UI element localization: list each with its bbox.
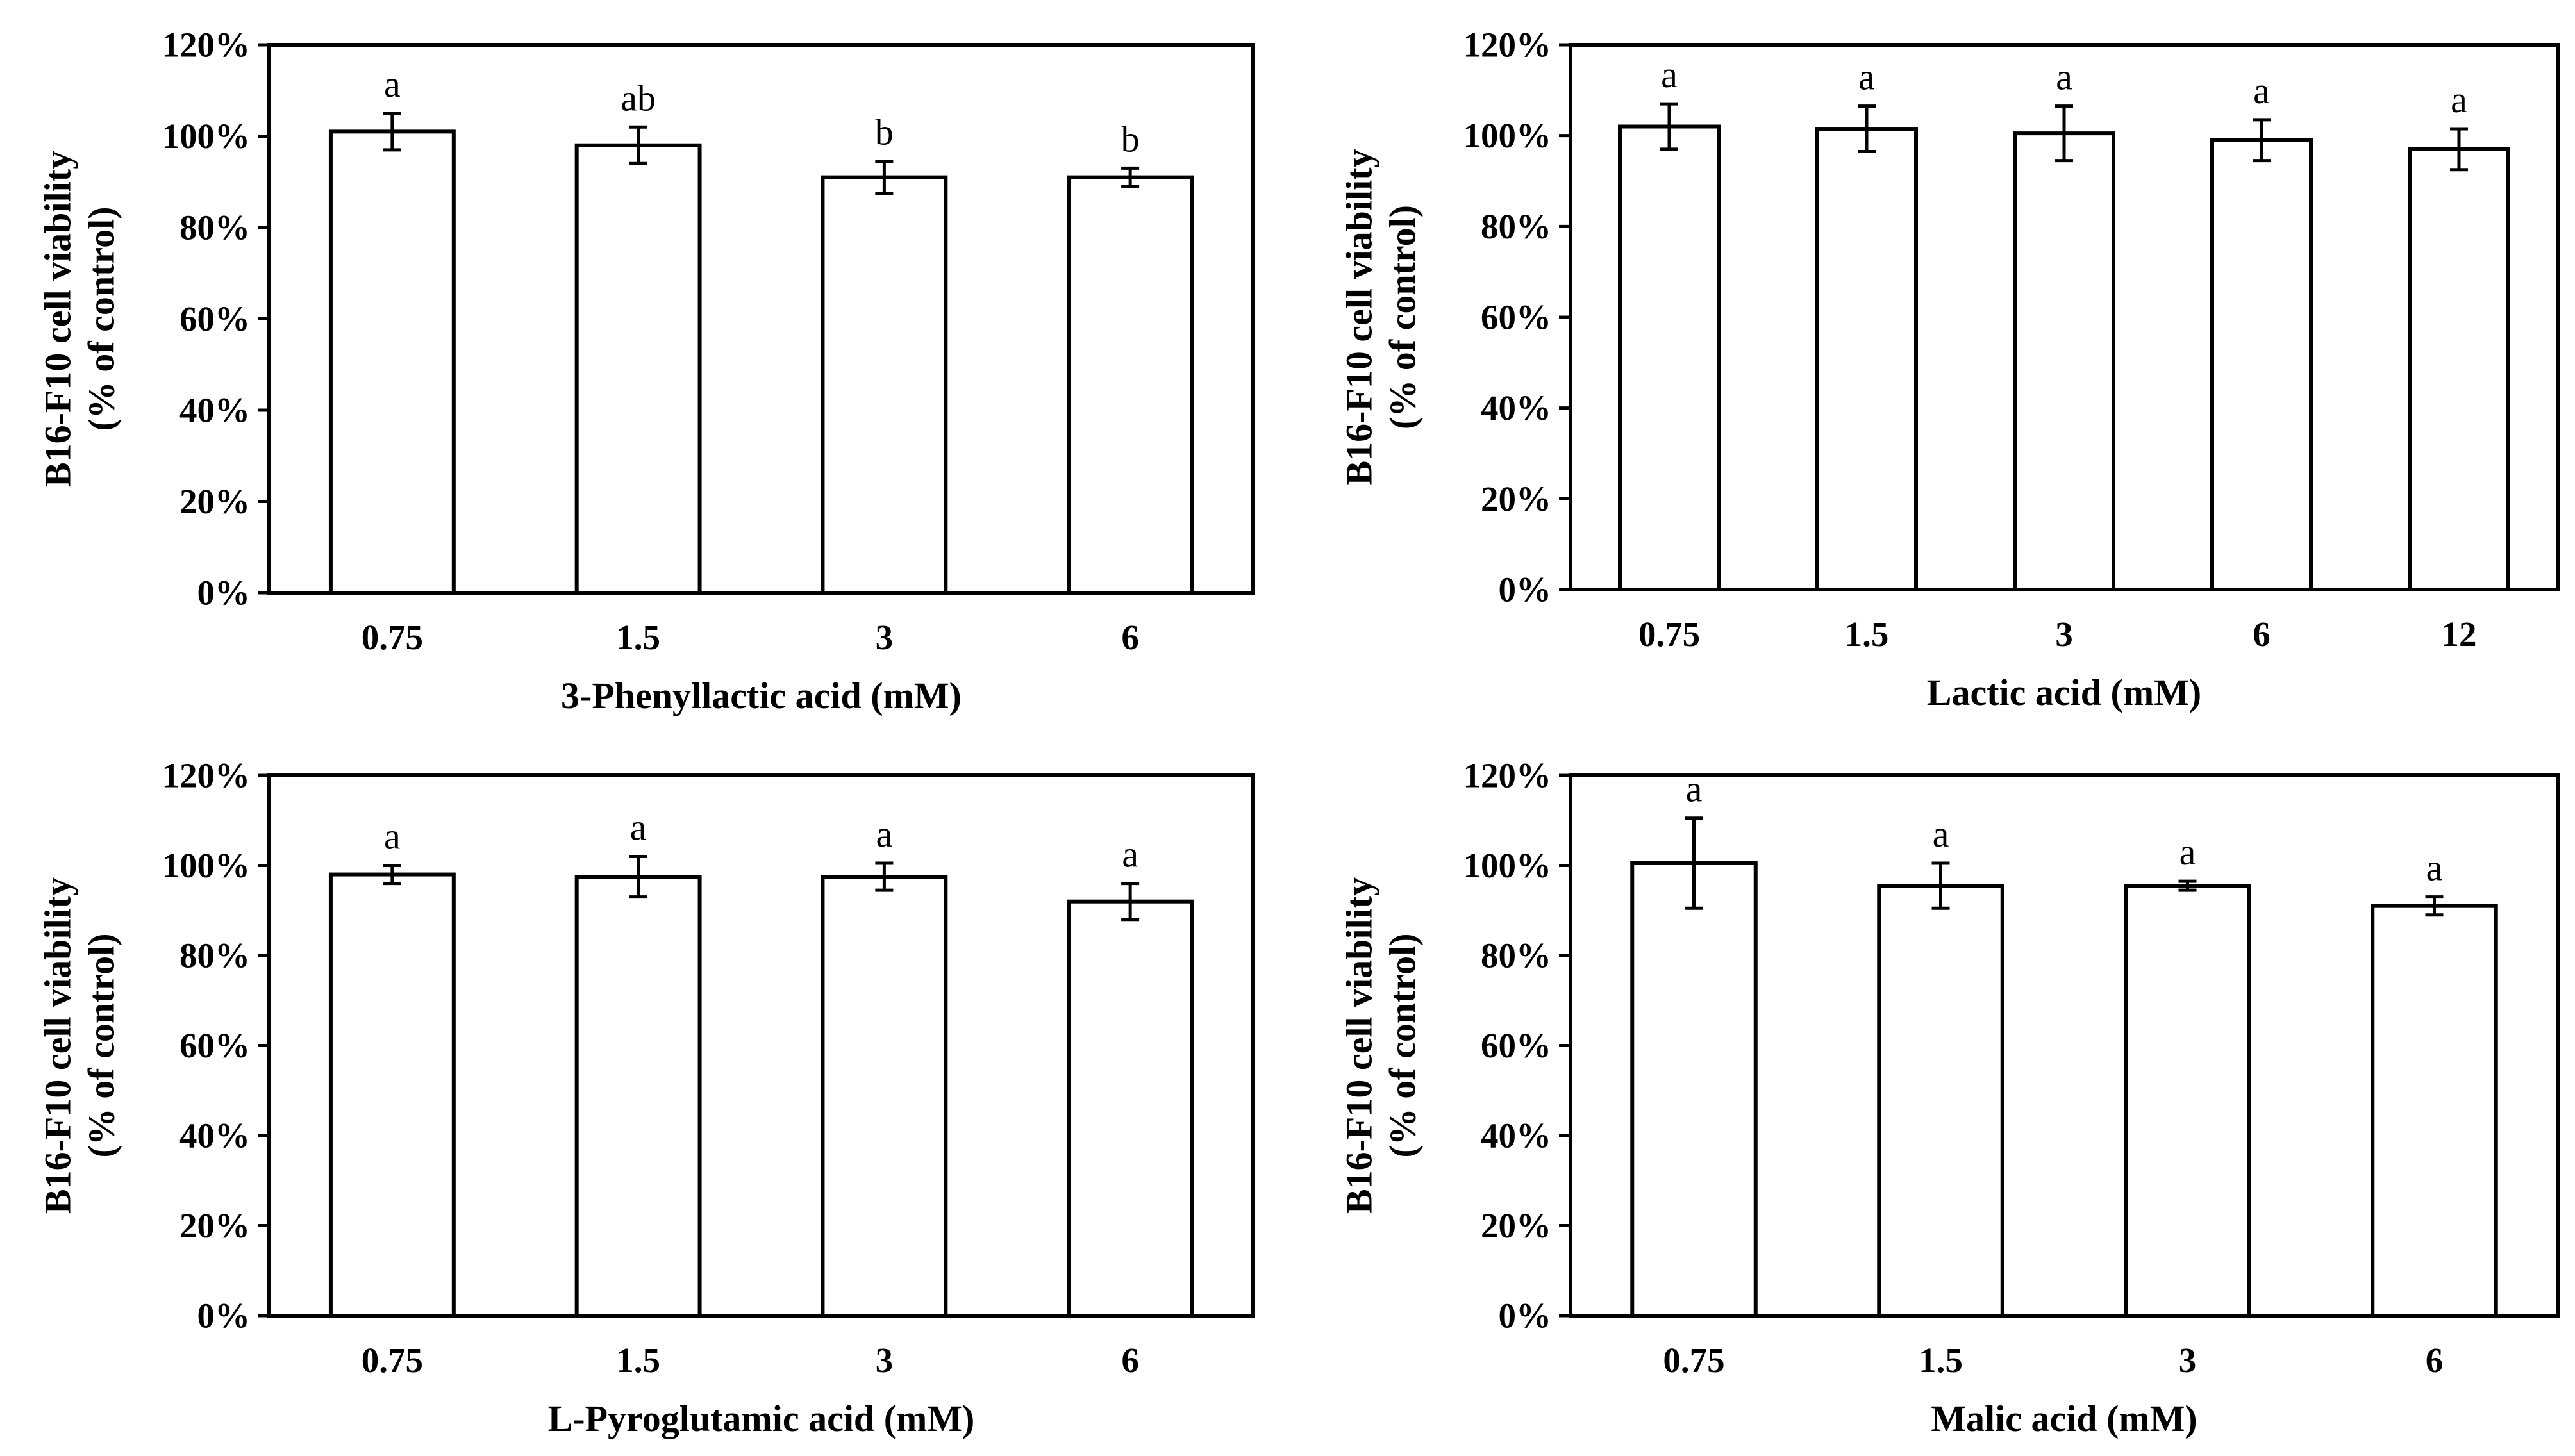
x-axis-title: L-Pyroglutamic acid (mM) <box>548 1398 975 1439</box>
x-tick-label: 3 <box>2055 615 2073 654</box>
significance-label: a <box>2056 56 2072 98</box>
y-axis-title: (% of control) <box>1382 205 1424 429</box>
significance-label: b <box>875 112 894 153</box>
y-tick-label: 80% <box>1481 936 1551 975</box>
x-axis-title: Lactic acid (mM) <box>1927 672 2201 713</box>
x-tick-label: 1.5 <box>1919 1341 1963 1380</box>
chart-panel-4: 0% 20% 40% 60% 80% 100% 120% a 0.75 a 1.5 a 3 a 6 Malic… <box>1338 756 2560 1439</box>
x-tick-label: 1.5 <box>616 1341 660 1380</box>
y-tick-label: 40% <box>1481 1116 1551 1155</box>
y-tick-label: 100% <box>162 846 251 885</box>
x-tick-label: 1.5 <box>1845 615 1889 654</box>
bar <box>2013 131 2115 592</box>
y-tick-label: 0% <box>197 574 251 613</box>
y-tick-label: 0% <box>197 1296 251 1336</box>
bar <box>1067 175 1194 595</box>
significance-label: a <box>1686 768 1703 810</box>
x-tick-label: 3 <box>876 1341 894 1380</box>
significance-label: a <box>2426 847 2443 889</box>
significance-label: a <box>2179 831 2196 873</box>
bar <box>2408 147 2510 592</box>
bar <box>2210 138 2313 592</box>
y-tick-label: 60% <box>179 1026 250 1065</box>
x-tick-label: 0.75 <box>1638 615 1700 654</box>
bar <box>2124 884 2251 1318</box>
significance-label: a <box>1858 56 1875 98</box>
y-tick-label: 80% <box>1481 207 1551 246</box>
y-tick-label: 80% <box>179 936 250 975</box>
bar <box>821 875 948 1318</box>
significance-label: a <box>2253 70 2270 112</box>
x-tick-label: 3 <box>2179 1341 2197 1380</box>
x-tick-label: 0.75 <box>362 618 423 657</box>
y-tick-label: 120% <box>162 26 251 65</box>
significance-label: a <box>876 813 893 855</box>
y-tick-label: 60% <box>1481 1026 1551 1065</box>
y-axis-title: B16-F10 cell viability <box>1338 877 1380 1214</box>
bar <box>1815 127 1918 592</box>
significance-label: a <box>1122 834 1138 875</box>
bar <box>1630 861 1758 1318</box>
bar <box>1067 899 1194 1318</box>
y-axis-title: B16-F10 cell viability <box>37 151 79 487</box>
y-tick-label: 0% <box>1499 570 1552 609</box>
y-tick-label: 40% <box>1481 388 1551 427</box>
x-tick-label: 1.5 <box>616 618 660 657</box>
bar <box>328 129 456 595</box>
significance-label: a <box>630 806 647 848</box>
x-axis-title: 3-Phenyllactic acid (mM) <box>561 675 962 716</box>
significance-label: a <box>1661 54 1678 95</box>
x-tick-label: 6 <box>1121 618 1139 657</box>
y-axis-title: B16-F10 cell viability <box>37 877 79 1214</box>
y-axis-title: (% of control) <box>81 933 122 1157</box>
y-tick-label: 120% <box>162 756 251 795</box>
significance-label: a <box>2451 79 2467 120</box>
y-tick-label: 100% <box>162 117 251 156</box>
y-tick-label: 20% <box>179 482 250 521</box>
x-tick-label: 6 <box>2253 615 2271 654</box>
significance-label: b <box>1121 118 1140 160</box>
bar <box>821 175 948 595</box>
y-tick-label: 100% <box>1463 116 1552 155</box>
y-tick-label: 40% <box>179 391 250 430</box>
chart-panel-1: 0% 20% 40% 60% 80% 100% 120% a 0.75 ab 1.5 b 3 b 6 3-Ph… <box>37 26 1255 716</box>
x-axis-title: Malic acid (mM) <box>1931 1398 2197 1439</box>
x-tick-label: 6 <box>2426 1341 2444 1380</box>
x-tick-label: 6 <box>1121 1341 1139 1380</box>
bar <box>574 143 702 595</box>
x-tick-label: 12 <box>2442 615 2477 654</box>
chart-panel-2: 0% 20% 40% 60% 80% 100% 120% a 0.75 a 1.5 a 3 a 6 a 12 La… <box>1338 26 2560 713</box>
x-tick-label: 0.75 <box>362 1341 423 1380</box>
significance-label: a <box>1933 813 1949 855</box>
bar <box>1618 124 1721 592</box>
y-axis-title: B16-F10 cell viability <box>1338 149 1380 485</box>
y-tick-label: 120% <box>1463 26 1552 65</box>
y-tick-label: 20% <box>1481 479 1551 518</box>
y-tick-label: 80% <box>179 208 250 247</box>
chart-panel-3: 0% 20% 40% 60% 80% 100% 120% a 0.75 a 1.5 a 3 a 6 L-Pyr… <box>37 756 1255 1439</box>
significance-label: ab <box>621 77 656 119</box>
x-tick-label: 0.75 <box>1663 1341 1724 1380</box>
y-axis-title: (% of control) <box>81 206 122 431</box>
y-tick-label: 0% <box>1499 1296 1552 1336</box>
significance-label: a <box>384 63 401 105</box>
y-tick-label: 20% <box>179 1206 250 1245</box>
x-tick-label: 3 <box>876 618 894 657</box>
bar <box>2371 904 2498 1318</box>
bar <box>328 872 456 1318</box>
bar <box>574 875 702 1318</box>
y-tick-label: 60% <box>1481 298 1551 337</box>
y-axis-title: (% of control) <box>1382 933 1424 1157</box>
y-tick-label: 20% <box>1481 1206 1551 1245</box>
bar <box>1877 884 2004 1318</box>
y-tick-label: 120% <box>1463 756 1552 795</box>
significance-label: a <box>384 816 401 857</box>
y-tick-label: 100% <box>1463 846 1552 885</box>
y-tick-label: 60% <box>179 299 250 338</box>
y-tick-label: 40% <box>179 1116 250 1155</box>
